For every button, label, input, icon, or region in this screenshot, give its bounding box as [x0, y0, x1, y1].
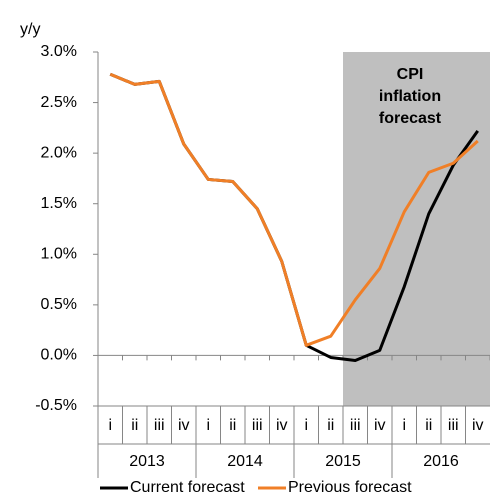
y-tick-label: 3.0% — [41, 43, 77, 60]
x-tick-label: i — [108, 417, 112, 434]
y-tick-label: 1.5% — [41, 195, 77, 212]
x-tick-label: iv — [178, 417, 190, 434]
x-tick-label: iii — [154, 417, 165, 434]
y-tick-label: -0.5% — [35, 397, 77, 414]
x-tick-label: iii — [448, 417, 459, 434]
year-label: 2016 — [423, 453, 459, 470]
forecast-shade — [343, 52, 490, 406]
x-tick-label: ii — [425, 417, 432, 434]
x-tick-label: iii — [350, 417, 361, 434]
year-label: 2014 — [227, 453, 263, 470]
year-label: 2013 — [129, 453, 165, 470]
year-label: 2015 — [325, 453, 361, 470]
x-tick-label: ii — [327, 417, 334, 434]
x-tick-label: i — [402, 417, 406, 434]
y-tick-label: 2.0% — [41, 144, 77, 161]
legend-label: Previous forecast — [288, 479, 412, 496]
annotation: CPI — [397, 66, 424, 83]
y-tick-label: 0.0% — [41, 347, 77, 364]
x-tick-label: iv — [472, 417, 484, 434]
x-tick-label: i — [304, 417, 308, 434]
x-tick-label: ii — [131, 417, 138, 434]
y-tick-label: 1.0% — [41, 246, 77, 263]
y-axis-label: y/y — [20, 21, 40, 38]
x-tick-label: iii — [252, 417, 263, 434]
x-tick-label: iv — [276, 417, 288, 434]
x-tick-label: ii — [229, 417, 236, 434]
legend-label: Current forecast — [130, 479, 245, 496]
x-tick-label: iv — [374, 417, 386, 434]
y-tick-label: 0.5% — [41, 296, 77, 313]
annotation: inflation — [379, 88, 441, 105]
series-line — [109, 72, 479, 347]
x-tick-label: i — [206, 417, 210, 434]
annotation: forecast — [379, 110, 442, 127]
y-tick-label: 2.5% — [41, 94, 77, 111]
